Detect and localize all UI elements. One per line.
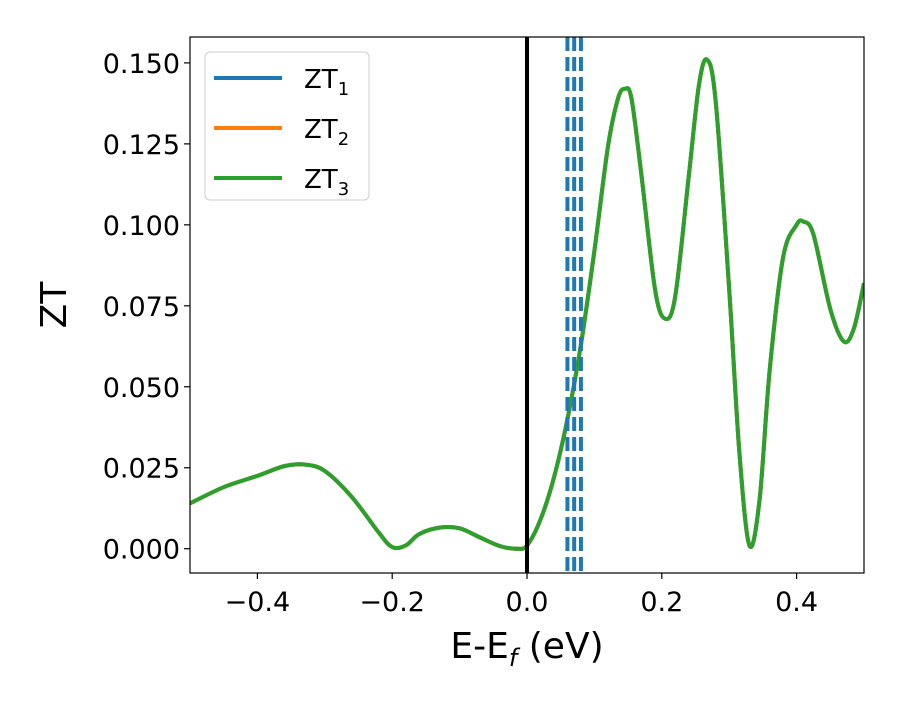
x-tick-label: 0.4 <box>775 587 818 618</box>
y-tick-label: 0.025 <box>103 454 180 485</box>
legend-label-3: ZT3 <box>304 165 349 200</box>
legend-label-2: ZT2 <box>304 115 349 150</box>
x-tick-label: −0.4 <box>225 587 291 618</box>
y-tick-label: 0.100 <box>103 211 180 242</box>
y-tick-label: 0.075 <box>103 292 180 323</box>
x-tick-label: 0.2 <box>640 587 683 618</box>
y-tick-label: 0.125 <box>103 130 180 161</box>
y-tick-label: 0.150 <box>103 49 180 80</box>
legend: ZT1 ZT2 ZT3 <box>204 51 370 201</box>
legend-box <box>204 51 370 201</box>
plot-marks <box>190 37 864 573</box>
series-line-3 <box>190 57 864 551</box>
axis-ticks: −0.4 −0.2 0.0 0.2 0.4 0.000 0.025 0.050 0.075 0.1… <box>103 49 818 618</box>
x-tick-label: 0.0 <box>506 587 549 618</box>
y-tick-label: 0.050 <box>103 373 180 404</box>
y-axis-title: ZT <box>34 281 75 329</box>
x-axis-title: E-Ef (eV) <box>450 626 603 672</box>
x-tick-label: −0.2 <box>359 587 425 618</box>
legend-label-1: ZT1 <box>304 65 349 100</box>
y-tick-label: 0.000 <box>103 535 180 566</box>
